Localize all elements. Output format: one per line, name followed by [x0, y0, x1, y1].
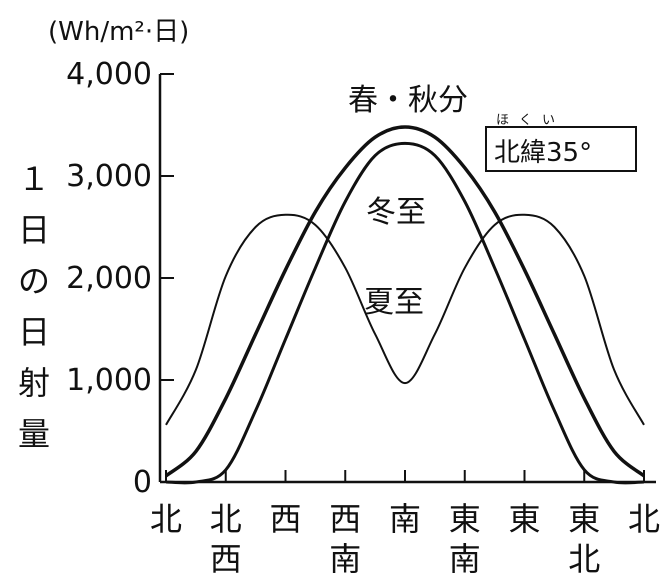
x-tick-label: 東: [508, 500, 540, 538]
y-axis-label-char: １: [18, 160, 50, 198]
x-tick-label: 西: [269, 500, 301, 538]
x-tick-label: 北: [150, 500, 182, 538]
y-axis-label-char: 日: [18, 313, 50, 351]
x-tick-label: 東: [568, 500, 600, 538]
y-axis-label-char: 量: [18, 415, 50, 453]
x-ticks: 北北西西 西南南 東南東 東北北: [150, 470, 660, 578]
y-ticks: 4,000 3,000 2,000 1,000 0: [66, 57, 174, 500]
y-axis-label-char: の: [18, 262, 50, 300]
x-tick-label: 南: [449, 540, 481, 578]
series-line-winter-solstice: [165, 141, 645, 485]
y-axis-label-char: 射: [18, 364, 50, 402]
latitude-ruby: ほくい: [496, 113, 565, 128]
y-tick-label: 1,000: [66, 363, 152, 398]
y-tick-label: 4,000: [66, 57, 152, 92]
x-tick-label: 北: [628, 500, 660, 538]
series-label-summer-solstice: 夏至: [364, 285, 424, 320]
y-unit-label: (Wh/m²·日): [48, 17, 189, 47]
series-line-summer-solstice: [165, 213, 645, 426]
y-tick-label: 0: [133, 465, 152, 500]
x-tick-label: 西: [210, 540, 242, 578]
series-label-winter-solstice: 冬至: [366, 195, 426, 230]
y-axis-label-char: 日: [18, 211, 50, 249]
y-tick-label: 2,000: [66, 261, 152, 296]
x-tick-label: 北: [210, 500, 242, 538]
latitude-frame: [485, 126, 637, 172]
x-tick-label: 南: [329, 540, 361, 578]
axes: [158, 74, 656, 484]
series-line-equinox: [164, 125, 646, 478]
series-label-equinox: 春・秋分: [348, 83, 468, 118]
x-tick-label: 西: [329, 500, 361, 538]
x-tick-label: 南: [389, 500, 421, 538]
latitude-box: ほくい 北緯35°: [485, 113, 637, 172]
latitude-label: 北緯35°: [494, 138, 592, 168]
series-lines: [164, 125, 646, 485]
y-tick-label: 3,000: [66, 159, 152, 194]
x-tick-label: 東: [449, 500, 481, 538]
y-axis-label: １ 日 の 日 射 量: [18, 160, 50, 453]
x-tick-label: 北: [568, 540, 600, 578]
